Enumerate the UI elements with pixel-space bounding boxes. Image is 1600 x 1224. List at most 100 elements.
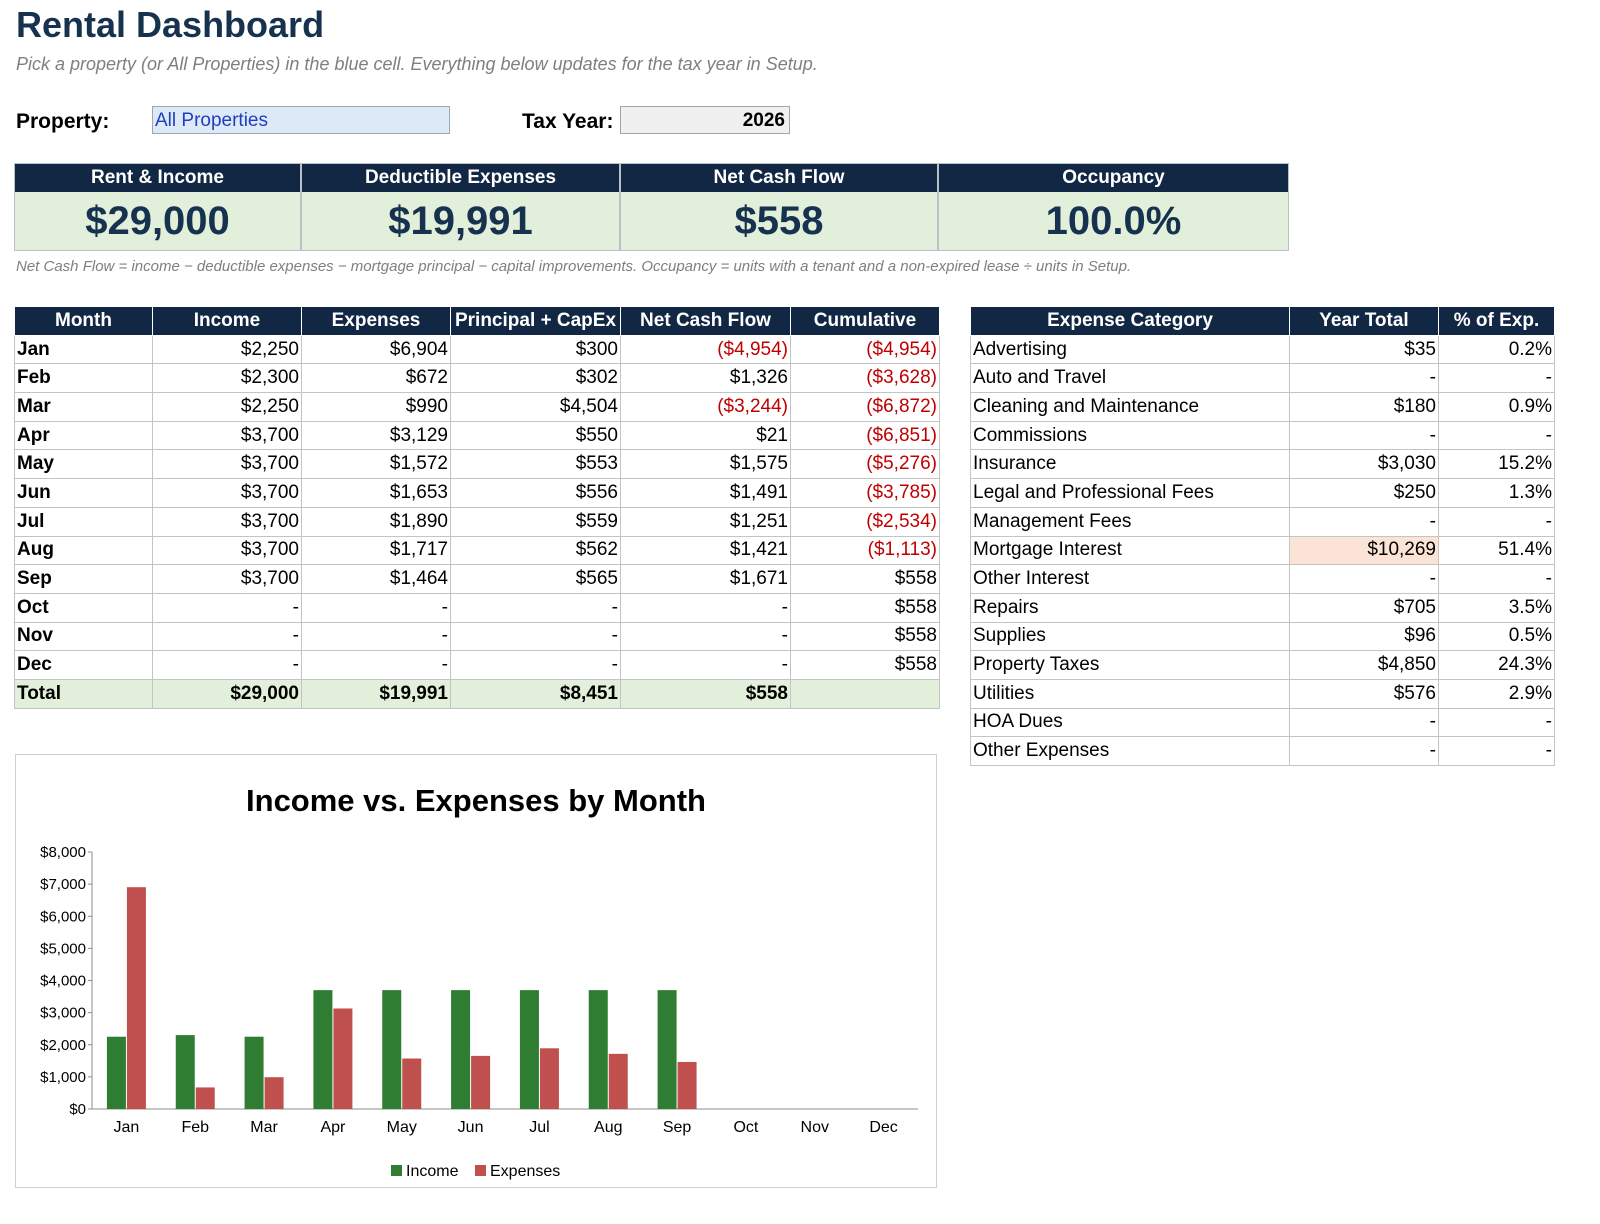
value-cell[interactable]: $3,700 <box>152 535 302 566</box>
value-cell[interactable]: $3,700 <box>152 478 302 508</box>
value-cell[interactable]: $1,421 <box>620 535 791 566</box>
bar-income-apr[interactable] <box>313 990 333 1109</box>
year-total-cell[interactable]: $4,850 <box>1289 650 1439 680</box>
category-name-cell[interactable]: Other Expenses <box>970 736 1290 766</box>
value-cell[interactable]: $3,700 <box>152 564 302 594</box>
value-cell[interactable]: ($6,851) <box>790 420 940 451</box>
value-cell[interactable]: $1,671 <box>620 564 791 594</box>
percent-cell[interactable]: 0.5% <box>1438 621 1555 652</box>
bar-expenses-jan[interactable] <box>126 887 146 1109</box>
bar-income-jun[interactable] <box>451 990 471 1109</box>
percent-cell[interactable]: 15.2% <box>1438 449 1555 480</box>
value-cell[interactable]: $565 <box>450 564 621 594</box>
year-total-cell[interactable]: - <box>1289 420 1439 451</box>
bar-income-jan[interactable] <box>106 1036 126 1109</box>
percent-cell[interactable]: 51.4% <box>1438 535 1555 566</box>
year-total-cell[interactable]: $10,269 <box>1289 535 1439 566</box>
value-cell[interactable]: $558 <box>790 621 940 652</box>
value-cell[interactable]: - <box>301 592 451 623</box>
kpi-value[interactable]: $29,000 <box>15 192 300 250</box>
month-cell[interactable]: Jun <box>14 478 153 508</box>
value-cell[interactable]: - <box>450 621 621 652</box>
value-cell[interactable]: $1,575 <box>620 449 791 480</box>
value-cell[interactable]: - <box>620 621 791 652</box>
category-name-cell[interactable]: HOA Dues <box>970 707 1290 738</box>
value-cell[interactable]: $2,250 <box>152 392 302 422</box>
category-name-cell[interactable]: Advertising <box>970 334 1290 365</box>
value-cell[interactable]: $3,129 <box>301 420 451 451</box>
income-expenses-chart[interactable]: Income vs. Expenses by Month $0 $1,000 $2,… <box>15 754 937 1188</box>
value-cell[interactable]: ($6,872) <box>790 392 940 422</box>
value-cell[interactable]: $559 <box>450 506 621 537</box>
value-cell[interactable]: $553 <box>450 449 621 480</box>
month-cell[interactable]: Nov <box>14 621 153 652</box>
percent-cell[interactable]: 24.3% <box>1438 650 1555 680</box>
value-cell[interactable]: $1,717 <box>301 535 451 566</box>
category-name-cell[interactable]: Cleaning and Maintenance <box>970 392 1290 422</box>
total-cell[interactable]: $19,991 <box>301 678 451 709</box>
bar-income-sep[interactable] <box>657 990 677 1109</box>
category-name-cell[interactable]: Legal and Professional Fees <box>970 478 1290 508</box>
value-cell[interactable]: ($4,954) <box>790 334 940 365</box>
value-cell[interactable]: $558 <box>790 592 940 623</box>
value-cell[interactable]: $4,504 <box>450 392 621 422</box>
year-total-cell[interactable]: $3,030 <box>1289 449 1439 480</box>
value-cell[interactable]: ($3,785) <box>790 478 940 508</box>
bar-income-may[interactable] <box>382 990 402 1109</box>
percent-cell[interactable]: - <box>1438 363 1555 394</box>
year-total-cell[interactable]: $705 <box>1289 592 1439 623</box>
percent-cell[interactable]: - <box>1438 506 1555 537</box>
property-select-cell[interactable]: All Properties <box>152 106 450 134</box>
year-total-cell[interactable]: - <box>1289 363 1439 394</box>
year-total-cell[interactable]: $180 <box>1289 392 1439 422</box>
tax-year-cell[interactable]: 2026 <box>620 106 790 134</box>
percent-cell[interactable]: - <box>1438 707 1555 738</box>
percent-cell[interactable]: - <box>1438 420 1555 451</box>
month-cell[interactable]: Sep <box>14 564 153 594</box>
month-cell[interactable]: May <box>14 449 153 480</box>
percent-cell[interactable]: - <box>1438 736 1555 766</box>
bar-expenses-jul[interactable] <box>539 1048 559 1109</box>
year-total-cell[interactable]: - <box>1289 564 1439 594</box>
value-cell[interactable]: $1,251 <box>620 506 791 537</box>
value-cell[interactable]: $1,890 <box>301 506 451 537</box>
value-cell[interactable]: $672 <box>301 363 451 394</box>
value-cell[interactable]: $3,700 <box>152 506 302 537</box>
year-total-cell[interactable]: $250 <box>1289 478 1439 508</box>
total-cell[interactable] <box>790 678 940 709</box>
total-cell[interactable]: $8,451 <box>450 678 621 709</box>
value-cell[interactable]: - <box>620 592 791 623</box>
value-cell[interactable]: $21 <box>620 420 791 451</box>
month-cell[interactable]: Oct <box>14 592 153 623</box>
percent-cell[interactable]: - <box>1438 564 1555 594</box>
value-cell[interactable]: $558 <box>790 650 940 680</box>
month-cell[interactable]: Jan <box>14 334 153 365</box>
percent-cell[interactable]: 0.9% <box>1438 392 1555 422</box>
value-cell[interactable]: ($1,113) <box>790 535 940 566</box>
total-cell[interactable]: $558 <box>620 678 791 709</box>
category-name-cell[interactable]: Other Interest <box>970 564 1290 594</box>
bar-expenses-sep[interactable] <box>677 1061 697 1109</box>
value-cell[interactable]: $1,491 <box>620 478 791 508</box>
category-name-cell[interactable]: Auto and Travel <box>970 363 1290 394</box>
month-cell[interactable]: Mar <box>14 392 153 422</box>
bar-expenses-apr[interactable] <box>333 1008 353 1109</box>
bar-expenses-may[interactable] <box>402 1058 422 1109</box>
value-cell[interactable]: ($3,244) <box>620 392 791 422</box>
value-cell[interactable]: $1,653 <box>301 478 451 508</box>
kpi-value[interactable]: 100.0% <box>939 192 1288 250</box>
category-name-cell[interactable]: Repairs <box>970 592 1290 623</box>
value-cell[interactable]: ($5,276) <box>790 449 940 480</box>
year-total-cell[interactable]: - <box>1289 736 1439 766</box>
bar-expenses-aug[interactable] <box>608 1053 628 1109</box>
month-cell[interactable]: Jul <box>14 506 153 537</box>
category-name-cell[interactable]: Mortgage Interest <box>970 535 1290 566</box>
percent-cell[interactable]: 3.5% <box>1438 592 1555 623</box>
year-total-cell[interactable]: $576 <box>1289 678 1439 709</box>
category-name-cell[interactable]: Commissions <box>970 420 1290 451</box>
percent-cell[interactable]: 0.2% <box>1438 334 1555 365</box>
value-cell[interactable]: $3,700 <box>152 449 302 480</box>
total-label[interactable]: Total <box>14 678 153 709</box>
percent-cell[interactable]: 2.9% <box>1438 678 1555 709</box>
value-cell[interactable]: $2,250 <box>152 334 302 365</box>
